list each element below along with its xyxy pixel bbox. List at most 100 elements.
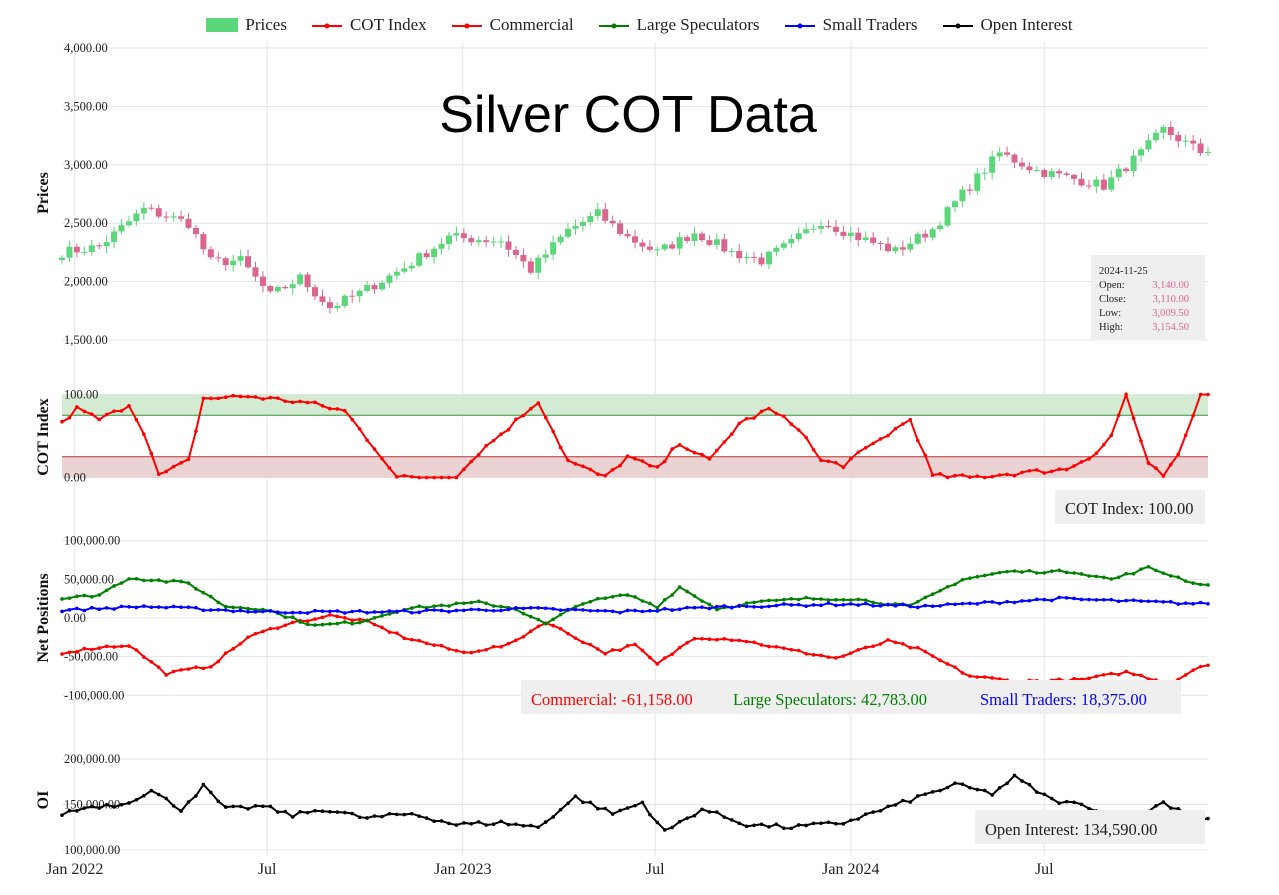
series-point-commercial: [685, 641, 689, 645]
legend-item-large-speculators[interactable]: Large Speculators: [598, 15, 760, 35]
series-point-small-traders: [253, 609, 258, 614]
series-point-small-traders: [484, 608, 488, 613]
series-point-large-speculators: [536, 617, 541, 622]
price-candle: [282, 286, 289, 289]
price-candle: [170, 216, 177, 218]
series-point-oi: [268, 804, 273, 809]
series-point-large-speculators: [186, 581, 191, 585]
series-point-cot-index: [930, 473, 935, 477]
series-point-small-traders: [938, 604, 942, 608]
series-point-commercial: [164, 673, 168, 677]
series-point-cot-index: [432, 475, 436, 480]
series-point-small-traders: [997, 601, 1002, 606]
series-point-large-speculators: [194, 587, 198, 591]
series-point-small-traders: [968, 601, 972, 606]
series-point-cot-index: [863, 445, 868, 450]
series-point-small-traders: [558, 608, 563, 613]
series-point-small-traders: [655, 609, 660, 613]
series-point-small-traders: [595, 608, 600, 613]
series-point-small-traders: [722, 604, 727, 608]
series-point-oi: [104, 802, 109, 807]
series-point-oi: [737, 821, 741, 826]
series-point-commercial: [774, 644, 779, 649]
price-candle: [885, 243, 892, 252]
price-candle: [393, 271, 400, 276]
series-point-commercial: [826, 655, 831, 659]
series-point-cot-index: [447, 475, 451, 480]
series-point-cot-index: [573, 462, 578, 466]
series-point-oi: [484, 823, 488, 827]
series-point-small-traders: [1116, 599, 1121, 604]
legend-item-commercial[interactable]: Commercial: [451, 15, 574, 35]
price-candle: [676, 237, 683, 249]
series-point-commercial: [380, 625, 384, 630]
series-point-large-speculators: [417, 604, 421, 608]
series-point-commercial: [849, 651, 853, 655]
series-point-small-traders: [1102, 597, 1106, 602]
series-point-cot-index: [365, 438, 369, 442]
x-tick-labels: Jan 2022 Jul Jan 2023 Jul Jan 2024 Jul: [46, 861, 1054, 878]
series-point-oi: [209, 790, 213, 795]
price-candle: [304, 274, 311, 288]
price-candle: [989, 156, 996, 173]
series-point-cot-index: [142, 432, 146, 437]
price-candle: [609, 220, 616, 224]
series-point-cot-index: [179, 461, 183, 465]
series-point-large-speculators: [447, 604, 451, 608]
series-point-cot-index: [588, 467, 593, 472]
y-tick-label: 100,000.00: [64, 843, 120, 857]
series-point-large-speculators: [112, 584, 116, 588]
series-point-cot-index: [566, 458, 570, 463]
series-point-cot-index: [67, 415, 72, 420]
series-point-small-traders: [700, 605, 704, 609]
series-point-commercial: [662, 656, 667, 660]
series-lines[interactable]: [60, 391, 1210, 832]
price-candle: [959, 189, 966, 202]
series-point-oi: [261, 804, 265, 809]
legend-item-cot-index[interactable]: COT Index: [311, 15, 427, 35]
series-point-large-speculators: [439, 603, 444, 608]
series-point-commercial: [514, 638, 518, 643]
series-point-large-speculators: [841, 597, 846, 602]
series-point-small-traders: [685, 605, 689, 610]
net-tooltip-commercial: Commercial: -61,158.00: [531, 690, 693, 709]
series-point-commercial: [782, 646, 786, 651]
series-point-large-speculators: [975, 574, 980, 579]
series-point-oi: [938, 788, 942, 793]
price-candle: [1018, 162, 1025, 167]
series-point-large-speculators: [1042, 571, 1047, 575]
price-candle: [788, 239, 795, 244]
series-point-small-traders: [1146, 599, 1151, 604]
price-candle: [1145, 140, 1152, 150]
price-candle: [445, 235, 452, 244]
y-tick-label: 50,000.00: [64, 572, 114, 586]
series-point-large-speculators: [1176, 575, 1181, 579]
series-point-cot-index: [648, 463, 652, 468]
series-point-oi: [871, 810, 875, 814]
series-point-commercial: [1102, 672, 1106, 677]
series-point-commercial: [633, 642, 637, 647]
legend-item-small-traders[interactable]: Small Traders: [784, 15, 918, 35]
series-point-large-speculators: [290, 615, 295, 620]
series-point-oi: [67, 808, 72, 813]
series-point-small-traders: [238, 608, 243, 613]
price-candle: [237, 256, 244, 261]
legend-item-prices[interactable]: Prices: [206, 15, 287, 35]
series-point-oi: [893, 803, 898, 807]
price-candle: [341, 295, 348, 306]
legend-label: Prices: [245, 15, 287, 34]
price-candle: [579, 221, 586, 226]
series-point-cot-index: [268, 395, 273, 400]
price-candles[interactable]: [59, 120, 1211, 314]
price-candle: [527, 261, 534, 273]
series-point-oi: [811, 821, 816, 826]
series-point-small-traders: [1072, 596, 1076, 601]
price-candle: [215, 257, 222, 259]
series-point-oi: [901, 798, 905, 803]
series-point-small-traders: [395, 609, 399, 614]
legend-item-open-interest[interactable]: Open Interest: [942, 15, 1073, 35]
price-candle: [922, 233, 929, 238]
y-tick-labels: 1,500.00 2,000.00 2,500.00 3,000.00 3,500.00…: [64, 41, 124, 857]
series-point-commercial: [432, 643, 436, 647]
series-point-small-traders: [290, 610, 295, 615]
